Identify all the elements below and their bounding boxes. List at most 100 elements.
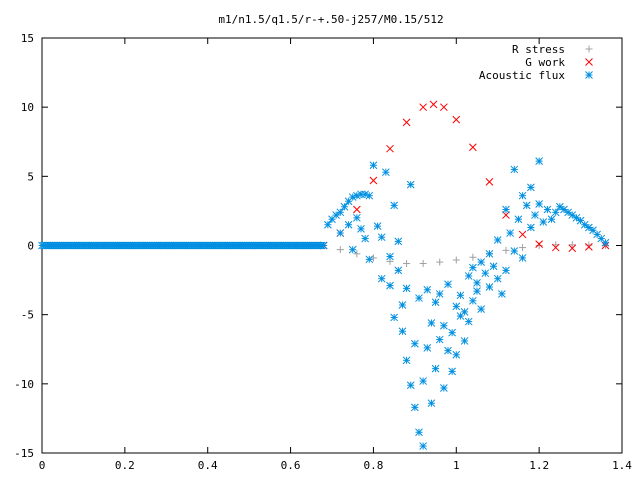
data-point (493, 236, 502, 244)
data-point (435, 290, 444, 298)
data-point (477, 258, 485, 266)
data-point (435, 335, 444, 344)
data-point (460, 337, 469, 345)
data-point (535, 200, 543, 208)
data-point (464, 272, 473, 280)
data-point (527, 183, 535, 192)
legend-marker-acoustic-flux (585, 71, 593, 79)
data-point (485, 178, 494, 186)
data-point (440, 103, 448, 112)
data-point (535, 242, 543, 249)
data-point (452, 350, 461, 359)
data-point (377, 233, 386, 242)
data-point (423, 285, 432, 294)
data-point (398, 301, 407, 309)
data-point (419, 442, 427, 450)
data-point (568, 241, 576, 249)
data-point (489, 262, 498, 271)
data-point (382, 168, 390, 177)
data-point (469, 143, 477, 152)
data-point (535, 157, 543, 165)
data-point (361, 190, 369, 199)
data-point (464, 317, 473, 326)
data-point (377, 274, 386, 283)
data-point (452, 256, 460, 264)
data-point (415, 294, 423, 302)
data-point (502, 205, 510, 214)
data-point (369, 176, 378, 185)
data-point (469, 263, 477, 272)
data-point (502, 266, 510, 275)
data-point (547, 215, 556, 224)
data-point (353, 213, 361, 222)
legend-marker-g-work (585, 58, 593, 66)
data-point (498, 290, 506, 298)
series-layer (38, 100, 610, 450)
data-point (353, 205, 361, 214)
data-point (402, 356, 411, 365)
data-point (390, 201, 398, 210)
data-point (423, 344, 432, 352)
data-point (539, 218, 548, 226)
series-acoustic-flux (38, 157, 610, 450)
data-point (353, 191, 361, 200)
data-point (519, 244, 527, 252)
data-point (510, 247, 519, 255)
data-point (427, 399, 436, 408)
data-point (373, 222, 382, 230)
data-point (543, 205, 552, 214)
data-point (402, 284, 411, 293)
data-point (456, 291, 465, 300)
y-tick-label: 5 (27, 170, 34, 183)
x-tick-label: 1.2 (529, 459, 549, 472)
data-point (431, 298, 440, 307)
x-tick-labels: 0 0.2 0.4 0.6 0.8 1 1.2 1.4 (39, 459, 633, 472)
legend-marker-r-stress (585, 45, 593, 53)
data-point (440, 321, 448, 330)
data-point (353, 250, 361, 258)
data-point (386, 252, 394, 261)
y-tick-label: 0 (27, 240, 34, 253)
data-point (551, 243, 560, 252)
data-point (402, 118, 411, 127)
data-point (448, 328, 456, 337)
x-tick-label: 0 (39, 459, 46, 472)
data-point (419, 259, 427, 267)
data-point (324, 220, 332, 229)
data-point (477, 305, 485, 313)
series-r-stress (320, 241, 609, 267)
data-point (493, 274, 502, 283)
data-point (336, 229, 345, 237)
y-tick-label: -10 (14, 378, 34, 391)
data-point (444, 346, 452, 355)
data-point (518, 191, 527, 200)
data-point (336, 246, 344, 254)
data-point (429, 100, 438, 109)
data-point (518, 254, 527, 262)
data-point (419, 377, 427, 385)
data-point (502, 211, 510, 219)
y-tick-label: 15 (21, 32, 34, 45)
data-point (361, 234, 369, 243)
x-tick-label: 0.4 (198, 459, 218, 472)
data-point (319, 241, 328, 250)
data-point (601, 238, 610, 247)
legend: R stress G work Acoustic flux (479, 43, 593, 82)
data-point (585, 243, 593, 251)
data-point (502, 246, 510, 254)
data-point (394, 237, 403, 246)
data-point (411, 403, 419, 412)
x-tick-label: 0.8 (363, 459, 383, 472)
data-point (568, 244, 577, 253)
data-point (411, 339, 419, 348)
legend-label-g-work: G work (525, 56, 565, 69)
data-point (469, 296, 477, 305)
data-point (344, 220, 353, 229)
data-point (481, 269, 490, 278)
y-tick-labels: 15 10 5 0 -5 -10 -15 (14, 32, 34, 460)
data-point (348, 245, 357, 254)
data-point (527, 223, 535, 232)
data-point (452, 115, 461, 124)
data-point (473, 278, 481, 287)
data-point (506, 229, 514, 237)
